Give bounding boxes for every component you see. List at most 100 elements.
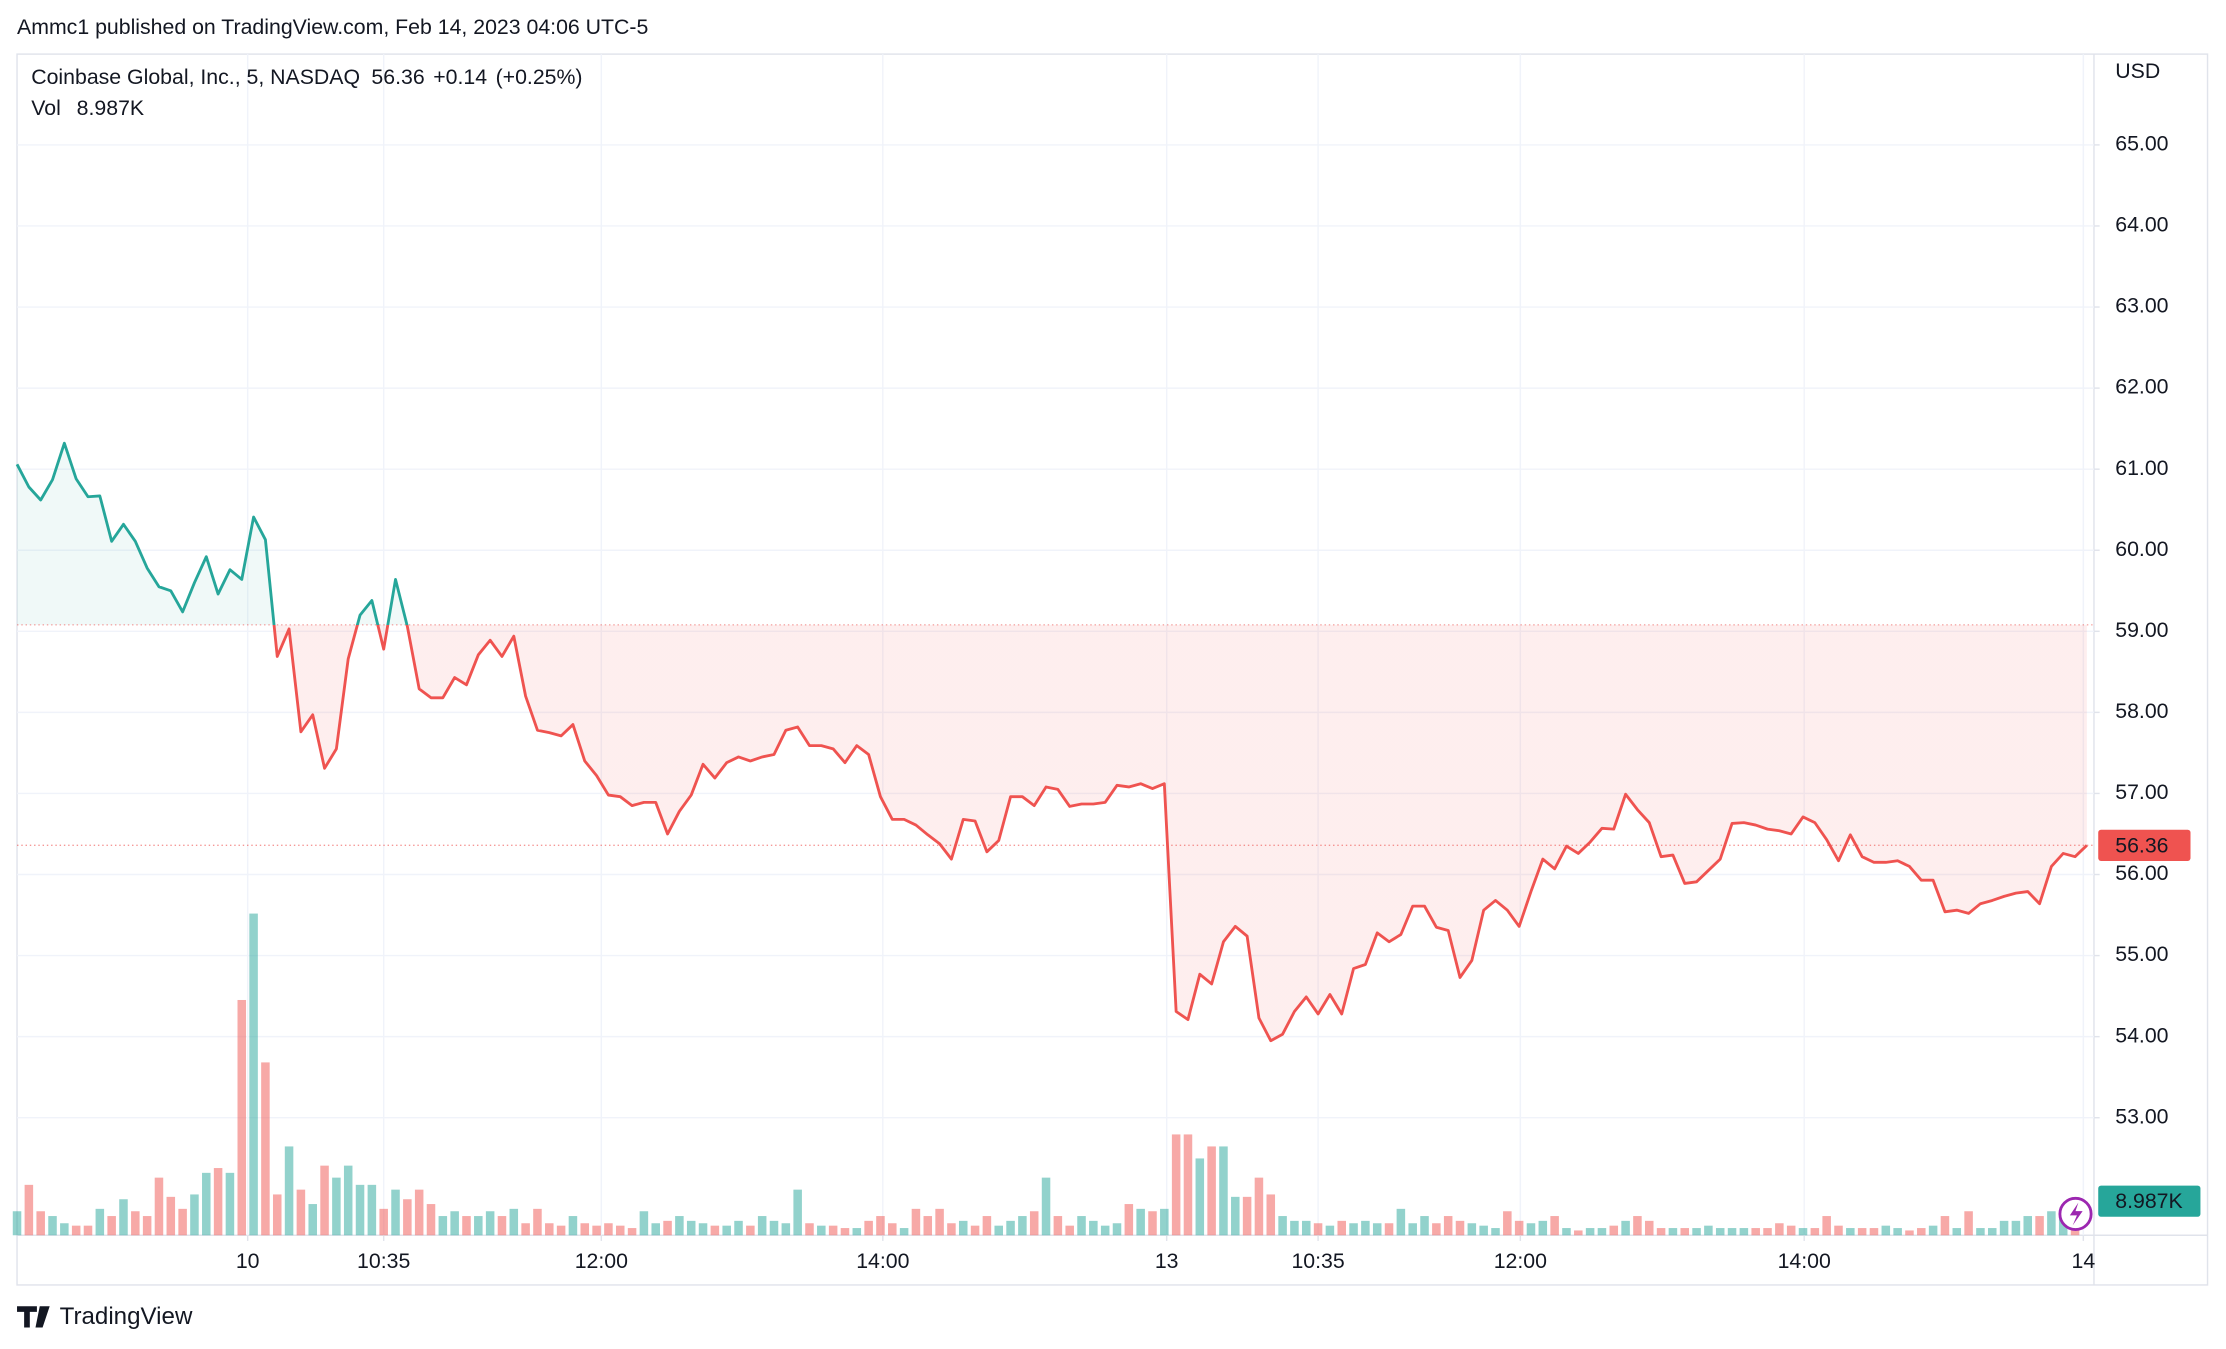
volume-bar: [1987, 1228, 1997, 1236]
volume-bar: [379, 1208, 388, 1236]
volume-bar: [308, 1204, 317, 1236]
volume-bar: [1112, 1223, 1122, 1236]
y-tick-label: 55.00: [2115, 942, 2168, 966]
volume-bar: [1290, 1220, 1299, 1236]
volume-bar: [947, 1223, 956, 1236]
plot: 56.36: [15, 441, 2191, 1043]
volume-bar: [1798, 1228, 1808, 1236]
volume-bar: [1727, 1228, 1737, 1236]
volume-bar: [769, 1220, 779, 1236]
volume-bar: [1775, 1223, 1784, 1236]
change-pct: (+0.25%): [496, 65, 583, 89]
legend: Coinbase Global, Inc., 5, NASDAQ 56.36 +…: [31, 65, 582, 120]
x-tick-label: 10:35: [357, 1249, 410, 1273]
y-tick-label: 54.00: [2115, 1023, 2168, 1047]
volume-bar: [698, 1223, 708, 1236]
volume-bar: [1301, 1220, 1311, 1236]
price-tag: [2098, 829, 2191, 861]
volume-bar: [864, 1220, 873, 1236]
volume-bar: [320, 1165, 329, 1236]
volume-bar: [1041, 1177, 1051, 1236]
volume-bar: [1396, 1208, 1406, 1236]
volume-bar: [367, 1184, 377, 1236]
volume-bar: [1810, 1228, 1820, 1236]
volume-bar: [533, 1208, 542, 1236]
volume-bar: [994, 1225, 1003, 1236]
volume-bar: [237, 999, 247, 1236]
volume-bar: [1372, 1223, 1382, 1236]
publisher: Ammc1 published on TradingView.com, Feb …: [17, 15, 648, 39]
volume-value: 8.987K: [77, 96, 144, 120]
volume-bar: [521, 1223, 530, 1236]
volume-bar: [1846, 1228, 1855, 1236]
volume-bar: [438, 1216, 448, 1236]
volume-bar: [462, 1216, 471, 1236]
volume-bar: [781, 1223, 791, 1236]
x-tick-label: 14:00: [1778, 1249, 1831, 1273]
volume-bar: [12, 1211, 22, 1236]
volume-bar: [1455, 1220, 1465, 1236]
volume-bar: [923, 1216, 933, 1236]
volume-bar: [1928, 1225, 1938, 1236]
volume-bar: [1526, 1223, 1536, 1236]
volume-bar: [1479, 1225, 1488, 1236]
x-tick-label: 13: [1155, 1249, 1179, 1273]
volume-bar: [1715, 1228, 1725, 1236]
volume-bar: [1361, 1220, 1370, 1236]
volume-bar: [1077, 1216, 1086, 1236]
volume-name: Vol: [31, 96, 61, 120]
volume-bar: [852, 1228, 862, 1236]
volume-bar: [1337, 1220, 1346, 1236]
volume-bar: [1503, 1211, 1512, 1236]
volume-bar: [888, 1223, 897, 1236]
volume-bar: [1609, 1225, 1619, 1236]
y-tick-label: 63.00: [2115, 294, 2168, 318]
volume-bar: [1822, 1216, 1831, 1236]
volume-bar: [840, 1228, 850, 1236]
volume-bar: [48, 1216, 57, 1236]
y-tick-label: 58.00: [2115, 699, 2168, 723]
volume-bar: [83, 1225, 93, 1236]
volume-bar: [663, 1220, 672, 1236]
volume-bar: [675, 1216, 684, 1236]
volume-bar: [355, 1184, 365, 1236]
volume-bar: [1633, 1216, 1642, 1236]
volume-bar: [450, 1211, 459, 1236]
volume-bar: [1018, 1216, 1027, 1236]
volume-bar: [343, 1165, 353, 1236]
volume-bar: [1940, 1216, 1950, 1236]
x-tick-label: 10:35: [1291, 1249, 1344, 1273]
volume-bar: [249, 913, 258, 1236]
volume-bar: [213, 1168, 223, 1236]
volume-bar: [1100, 1225, 1110, 1236]
volume-bar: [154, 1177, 164, 1236]
volume-bar: [1869, 1228, 1879, 1236]
volume-bar: [225, 1172, 235, 1236]
volume-bar: [107, 1216, 116, 1236]
volume-bar: [1219, 1146, 1228, 1236]
volume-bar: [1443, 1216, 1453, 1236]
volume-bar: [1574, 1230, 1583, 1236]
volume-bar: [261, 1062, 270, 1236]
volume-bar: [1763, 1228, 1772, 1236]
brand-logo: [17, 1306, 50, 1328]
volume-bar: [142, 1216, 152, 1236]
currency: USD: [2115, 59, 2160, 83]
volume-bar: [1349, 1223, 1358, 1236]
volume-bar: [1325, 1225, 1335, 1236]
y-tick-label: 56.00: [2115, 861, 2168, 885]
volume-bar: [1976, 1228, 1985, 1236]
volume-bar: [131, 1211, 140, 1236]
volume-bar: [1136, 1208, 1145, 1236]
volume-bar: [568, 1216, 578, 1236]
volume-tag: [2098, 1185, 2201, 1217]
volume-bar: [1124, 1204, 1134, 1236]
x-tick-label: 14: [2071, 1249, 2095, 1273]
volume-bar: [36, 1211, 45, 1236]
volume-bar: [1491, 1228, 1500, 1236]
volume-bar: [509, 1208, 519, 1236]
volume-bar: [1704, 1225, 1713, 1236]
volume-bar: [1692, 1228, 1701, 1236]
volume-bar: [1420, 1216, 1429, 1236]
